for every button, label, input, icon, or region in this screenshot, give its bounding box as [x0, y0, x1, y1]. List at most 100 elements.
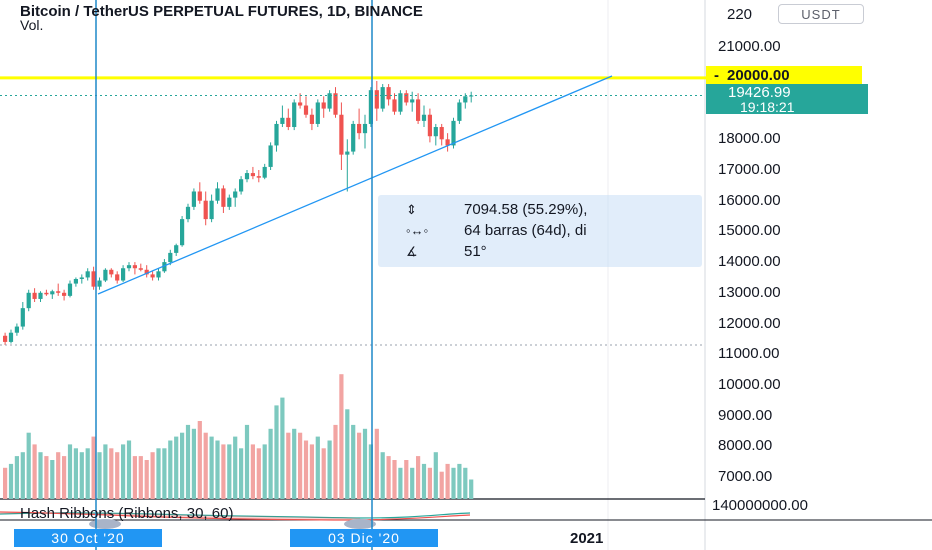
candle-body [309, 114, 314, 124]
candle [32, 288, 37, 303]
candle [85, 268, 90, 281]
candle-body [185, 206, 191, 220]
candle [227, 194, 232, 210]
candle [351, 120, 356, 155]
volume-bar [404, 460, 409, 499]
price-axis-label: 15000.00 [718, 222, 781, 240]
horizontal-line-price-tag: - 20000.00 [706, 66, 862, 84]
hash-ribbon-slow [0, 511, 471, 521]
measure-angle-text: 51° [464, 243, 487, 260]
candle [286, 108, 291, 131]
candle-body [162, 262, 167, 272]
hash-ribbons-label[interactable]: Hash Ribbons (Ribbons, 30, 60) [20, 505, 234, 522]
candle [109, 268, 114, 278]
candle-body [115, 274, 120, 281]
candle-body [315, 102, 320, 124]
volume-bar [398, 467, 403, 499]
volume-bar [203, 432, 208, 499]
volume-bar [268, 428, 273, 499]
candle [62, 289, 67, 301]
candle-body [268, 145, 273, 167]
candle [26, 289, 31, 312]
volume-bar [392, 460, 397, 499]
volume-bar [368, 444, 373, 499]
candle [309, 108, 314, 131]
candle-body [404, 93, 409, 103]
volume-bar [62, 456, 67, 499]
candle-body [191, 191, 196, 207]
volume-bar [410, 467, 415, 499]
candle-body [221, 188, 226, 207]
candle [256, 170, 261, 183]
currency-button[interactable]: USDT [778, 4, 864, 24]
candle [132, 262, 137, 275]
volume-bar [303, 440, 309, 499]
volume-bar [439, 471, 444, 499]
candle [439, 123, 444, 146]
candle [416, 93, 421, 124]
volume-bar [386, 456, 391, 499]
candle-body [339, 114, 344, 155]
candle [103, 268, 108, 283]
candle-body [126, 265, 132, 269]
candle [221, 185, 226, 213]
price-axis-label: 14000.00 [718, 253, 781, 271]
candle-body [144, 269, 149, 275]
candle [427, 108, 432, 143]
candle-body [351, 123, 356, 152]
measure-tool-box[interactable]: ⇕ 7094.58 (55.29%), ◦↔◦ 64 barras (64d),… [378, 195, 702, 267]
hash-ribbon-marker [89, 519, 121, 529]
candle [410, 91, 415, 112]
candle-body [374, 90, 379, 109]
candle-body [132, 265, 137, 269]
candle-body [416, 99, 421, 121]
time-axis-date-tag-1: 30 Oct '20 [14, 529, 162, 547]
volume-bar [292, 428, 297, 499]
volume-bar [97, 452, 102, 499]
candle-body [62, 292, 67, 296]
candle-body [73, 278, 78, 284]
candle [398, 90, 403, 115]
price-axis-label: 7000.00 [718, 468, 773, 485]
candle [274, 120, 279, 152]
candle [91, 266, 96, 290]
candle [156, 268, 161, 281]
volume-bar [262, 444, 267, 499]
volume-bar [103, 444, 108, 499]
volume-bar [433, 452, 438, 499]
candle [303, 96, 309, 118]
hash-ribbon-fast [0, 512, 471, 519]
volume-bar [67, 444, 73, 499]
hash-ribbon-fill [0, 512, 360, 520]
candle [38, 291, 43, 303]
volume-bar [298, 432, 303, 499]
candle-body [362, 123, 368, 134]
candle [362, 114, 368, 149]
volume-bar [156, 448, 161, 499]
candle [144, 265, 149, 278]
candle [50, 289, 55, 299]
hash-ribbons-plot [0, 511, 471, 529]
volume-bar [280, 397, 285, 499]
candle-body [250, 173, 255, 177]
volume-bar [91, 436, 96, 499]
volume-bar [327, 440, 332, 499]
candle [121, 265, 126, 283]
candle-body [303, 105, 309, 115]
candle [233, 188, 238, 207]
candle-body [463, 96, 468, 103]
candle-body [445, 139, 450, 146]
volume-bar [250, 444, 255, 499]
candlesticks [3, 80, 474, 345]
candle-body [256, 176, 261, 178]
candle-body [280, 117, 285, 124]
volume-label: Vol. [20, 17, 44, 33]
volume-bar [209, 436, 214, 499]
volume-bar [185, 424, 191, 499]
candle [209, 194, 214, 223]
volume-bar [73, 448, 78, 499]
candle-body [333, 93, 338, 115]
candle [20, 302, 25, 330]
trendline[interactable] [97, 75, 613, 295]
